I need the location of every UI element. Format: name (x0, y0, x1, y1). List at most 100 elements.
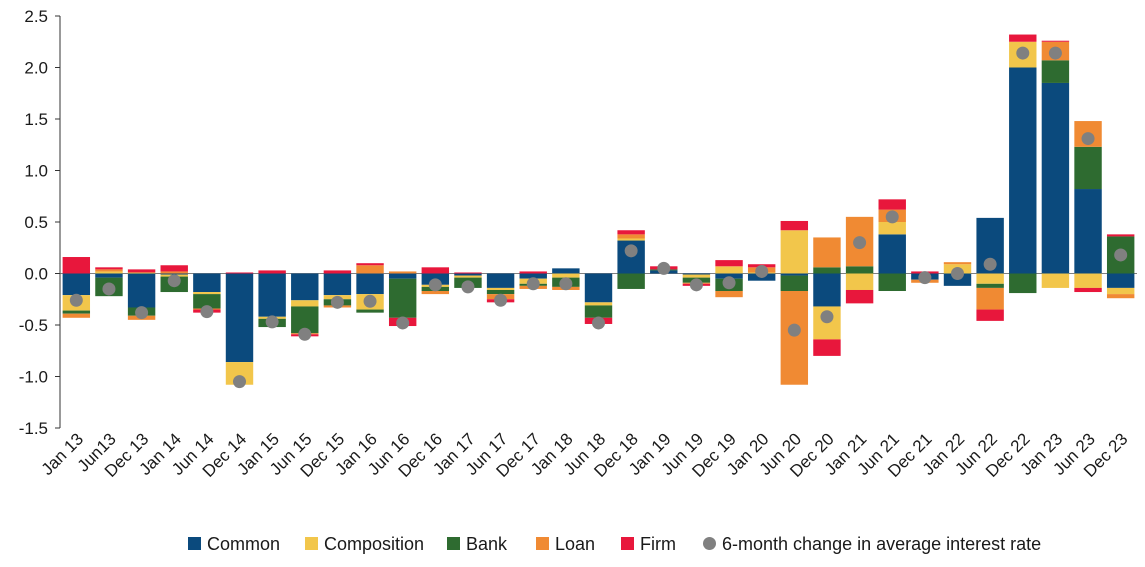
rate-change-point (494, 293, 508, 307)
bar-segment-loan (388, 271, 417, 274)
bar-segment-common (813, 273, 841, 307)
legend-label: Composition (324, 534, 424, 554)
bar-segment-composition (486, 287, 515, 290)
y-tick-label: -1.5 (19, 419, 48, 438)
bar-segment-loan (715, 291, 743, 298)
bar-segment-bank (388, 278, 417, 318)
bar-segment-common (356, 273, 384, 295)
bar-segment-composition (225, 362, 254, 385)
rate-change-point (787, 323, 801, 337)
rate-change-point (200, 305, 214, 319)
bar-segment-firm (258, 270, 286, 274)
bar-segment-common (584, 273, 613, 303)
bar-segment-common (552, 268, 580, 274)
bar-segment-common (878, 234, 906, 274)
bar-segment-loan (943, 262, 972, 265)
rate-change-point (69, 293, 83, 307)
rate-change-point (722, 276, 736, 290)
bar-segment-loan (813, 237, 841, 268)
bar-segment-firm (127, 269, 156, 273)
bar-segment-common (715, 273, 743, 279)
bar-segment-composition (552, 273, 580, 278)
bar-segment-loan (780, 291, 809, 385)
bar-segment-loan (62, 313, 91, 318)
bar-segment-bank (193, 294, 221, 309)
bar-segment-bank (1074, 146, 1102, 190)
bar-segment-bank (845, 266, 874, 274)
bar-segment-firm (454, 272, 482, 274)
bar-segment-bank (62, 310, 91, 314)
rate-change-point (820, 310, 834, 324)
bar-segment-firm (1009, 34, 1037, 42)
bar-segment-firm (421, 267, 450, 274)
bar-segment-firm (813, 339, 841, 356)
bar-segment-common (225, 273, 254, 363)
bar-segment-composition (1106, 287, 1135, 295)
bar-segment-loan (976, 287, 1004, 310)
bar-segment-common (127, 273, 156, 308)
rate-change-point (1114, 248, 1128, 262)
y-tick-label: 0.5 (24, 213, 48, 232)
bar-segment-common (1074, 189, 1102, 274)
rate-change-point (1016, 46, 1030, 60)
rate-change-point (885, 210, 899, 224)
bar-segment-bank (1041, 60, 1070, 83)
y-tick-label: -1.0 (19, 368, 48, 387)
rate-change-point (657, 261, 671, 275)
legend-swatch-loan (536, 537, 549, 550)
rate-change-point (526, 277, 540, 291)
bar-segment-bank (878, 273, 906, 292)
legend: Common Composition Bank Loan Firm 6-month cha… (188, 534, 1041, 554)
rate-change-point (233, 375, 246, 389)
bar-segment-common (1041, 82, 1070, 274)
y-tick-labels: -1.5 -1.0 -0.5 0.0 0.5 1.0 1.5 2.0 2.5 (19, 7, 48, 438)
bar-segment-common (454, 273, 482, 276)
rate-change-point (461, 280, 475, 294)
bar-segment-firm (519, 271, 547, 274)
legend-label: Bank (466, 534, 508, 554)
bar-segment-common (486, 273, 515, 288)
legend-label: Loan (555, 534, 595, 554)
legend-swatch-bank (447, 537, 460, 550)
bar-segment-loan (160, 271, 188, 274)
bar-segment-composition (682, 274, 711, 278)
bar-segment-composition (845, 273, 874, 290)
rate-change-point (363, 294, 377, 308)
bar-segment-common (258, 273, 286, 317)
bar-segment-common (1009, 67, 1037, 274)
legend-swatch-rate-change (703, 537, 716, 550)
bar-segment-composition (454, 275, 482, 278)
legend-swatch-firm (621, 537, 634, 550)
rate-change-point (298, 327, 312, 341)
bar-segment-firm (160, 265, 188, 272)
rate-change-point (167, 274, 181, 288)
bar-segment-composition (780, 230, 809, 274)
rate-change-point (428, 278, 442, 292)
legend-label: 6-month change in average interest rate (722, 534, 1041, 554)
bar-segment-firm (845, 289, 874, 304)
bar-segment-composition (1041, 273, 1070, 288)
bar-segment-loan (95, 269, 123, 272)
bar-segment-common (519, 273, 547, 279)
bar-segment-firm (356, 263, 384, 266)
rate-change-point (330, 295, 344, 309)
rate-change-point (689, 278, 703, 292)
bar-segment-bank (617, 273, 645, 289)
bar-segment-common (682, 273, 711, 275)
rate-change-point (853, 236, 867, 250)
bar-segment-firm (1074, 287, 1102, 293)
rate-change-point (1048, 46, 1062, 60)
bar-segment-firm (95, 267, 123, 270)
bar-segments (62, 34, 1135, 385)
y-tick-label: -0.5 (19, 316, 48, 335)
legend-swatch-composition (305, 537, 318, 550)
y-tick-label: 2.0 (24, 59, 48, 78)
bar-segment-firm (976, 309, 1004, 321)
bar-segment-loan (356, 265, 384, 274)
bar-segment-loan (421, 291, 450, 295)
bar-segment-bank (780, 275, 809, 292)
bar-segment-bank (486, 289, 515, 295)
rate-change-point (755, 264, 769, 278)
